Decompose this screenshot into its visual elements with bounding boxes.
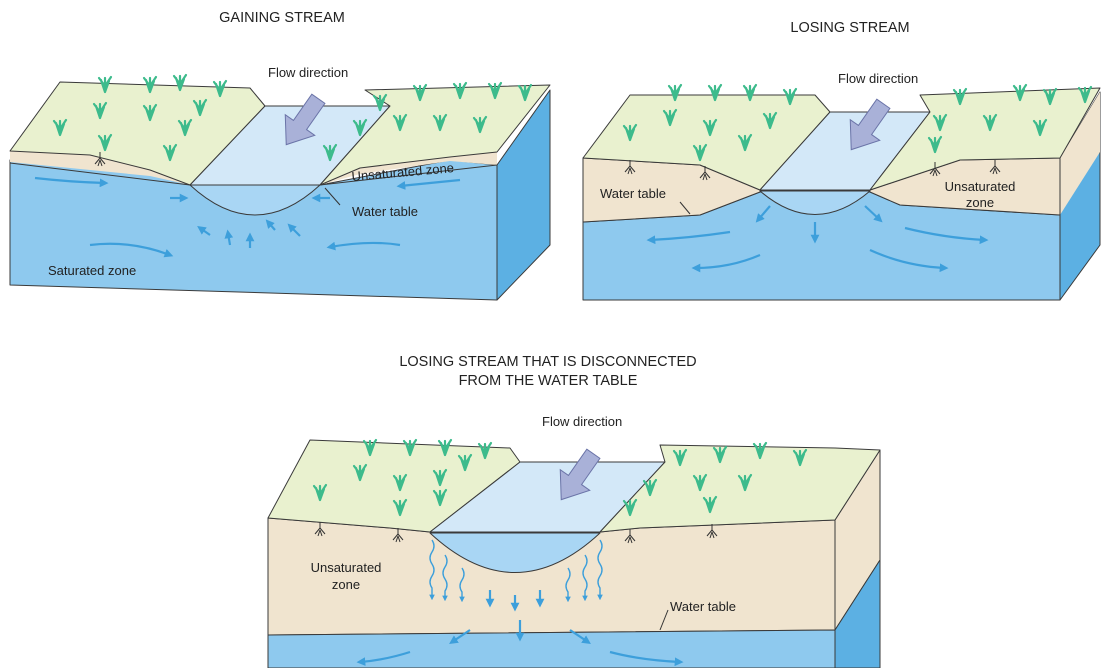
losing-panel: LOSING STREAM Flow direction Water table…	[583, 20, 1100, 300]
panel-title: LOSING STREAM	[790, 20, 909, 36]
saturated-zone	[268, 630, 835, 668]
zone-label: Water table	[670, 599, 736, 614]
flow-label: Flow direction	[838, 71, 918, 86]
zone-label: zone	[332, 577, 360, 592]
zone-label: Water table	[352, 204, 418, 219]
panel-title: FROM THE WATER TABLE	[459, 373, 638, 389]
zone-label: Saturated zone	[48, 263, 136, 278]
panel-title: GAINING STREAM	[219, 10, 345, 26]
panel-title: LOSING STREAM THAT IS DISCONNECTED	[399, 354, 696, 370]
zone-label: zone	[966, 195, 994, 210]
gaining-panel: GAINING STREAM Flow direction Unsaturate…	[10, 10, 550, 300]
diagram: GAINING STREAM Flow direction Unsaturate…	[0, 0, 1103, 668]
flow-label: Flow direction	[268, 65, 348, 80]
zone-label: Unsaturated	[945, 179, 1016, 194]
zone-label: Unsaturated	[311, 560, 382, 575]
flow-label: Flow direction	[542, 414, 622, 429]
zone-label: Water table	[600, 186, 666, 201]
disconnected-panel: LOSING STREAM THAT IS DISCONNECTED FROM …	[268, 354, 880, 668]
